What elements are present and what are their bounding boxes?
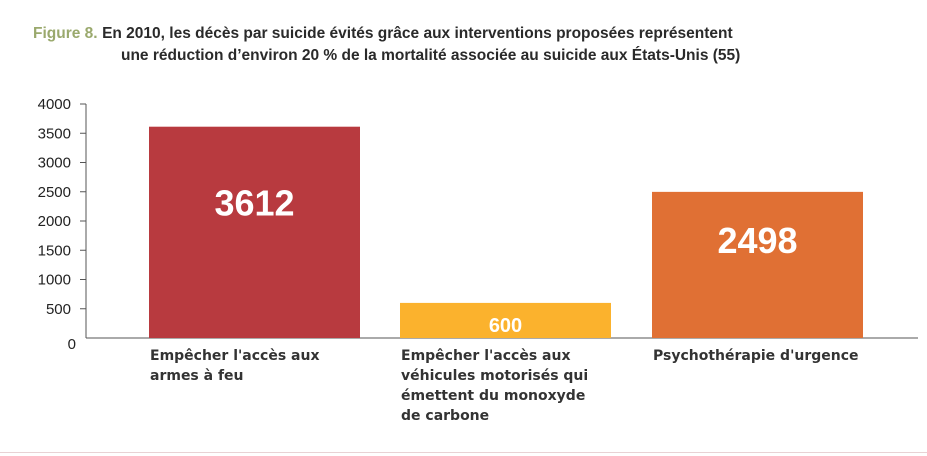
figure-title-line-2: une réduction d’environ 20 % de la morta… (121, 47, 741, 64)
category-label-line: armes à feu (150, 368, 244, 384)
y-tick-label: 0 (68, 336, 76, 353)
bottom-divider (0, 452, 927, 453)
figure-label: Figure 8. (33, 25, 98, 42)
category-label-line: véhicules motorisés qui (401, 368, 588, 384)
category-label: Empêcher l'accès aux véhicules motorisés … (401, 348, 588, 424)
category-label-line: émettent du monoxyde (401, 388, 585, 404)
category-label-line: Empêcher l'accès aux (150, 348, 319, 364)
bar-data-label: 3612 (214, 182, 294, 223)
bar-data-label: 600 (489, 315, 522, 337)
category-label-line: Psychothérapie d'urgence (653, 348, 859, 364)
category-label: Empêcher l'accès aux armes à feu (150, 348, 319, 384)
bar (400, 302, 611, 338)
y-tick-label: 1000 (38, 272, 71, 289)
bar (149, 126, 360, 338)
y-tick-label: 2000 (38, 213, 71, 230)
y-tick-label: 4000 (38, 96, 71, 113)
y-tick-label: 2500 (38, 184, 71, 201)
category-label-line: de carbone (401, 408, 489, 424)
y-tick-label: 1500 (38, 242, 71, 259)
bar-data-label: 2498 (717, 220, 797, 261)
figure-title-line-1: En 2010, les décès par suicide évités gr… (102, 25, 733, 42)
y-tick-label: 500 (46, 301, 71, 318)
category-label: Psychothérapie d'urgence (653, 348, 859, 364)
y-tick-label: 3500 (38, 125, 71, 142)
y-tick-label: 3000 (38, 155, 71, 172)
category-label-line: Empêcher l'accès aux (401, 348, 570, 364)
bar (652, 191, 863, 338)
